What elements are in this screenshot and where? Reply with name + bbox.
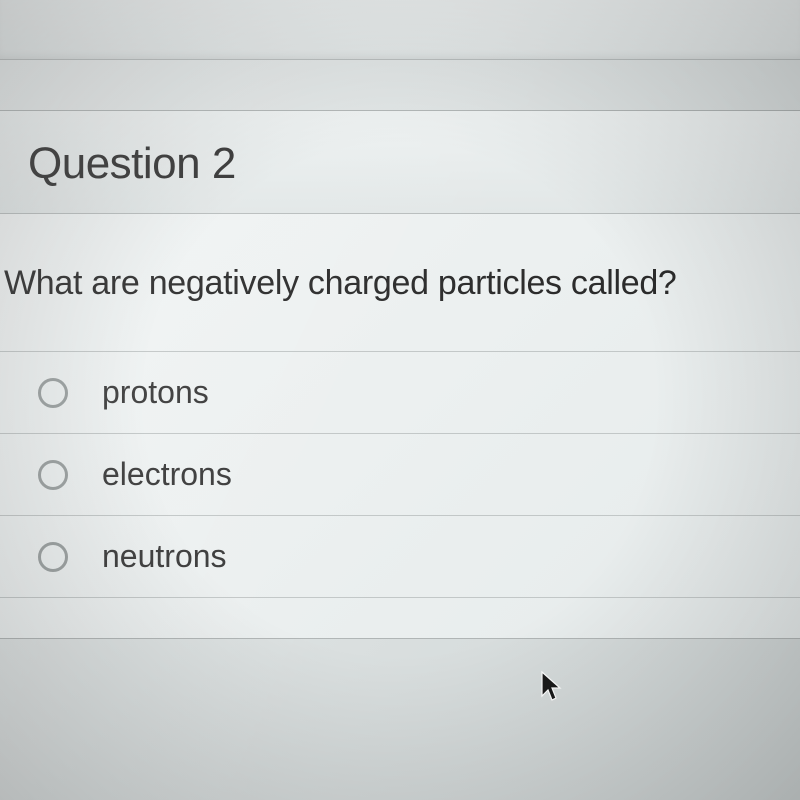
radio-icon[interactable] bbox=[38, 460, 68, 490]
question-header: Question 2 bbox=[0, 111, 800, 214]
option-row-neutrons[interactable]: neutrons bbox=[0, 515, 800, 598]
option-row-electrons[interactable]: electrons bbox=[0, 433, 800, 515]
question-prompt: What are negatively charged particles ca… bbox=[0, 264, 800, 303]
option-label: neutrons bbox=[102, 538, 227, 575]
question-title: Question 2 bbox=[28, 139, 772, 189]
screen: Question 2 What are negatively charged p… bbox=[0, 0, 800, 800]
radio-icon[interactable] bbox=[38, 378, 68, 408]
options-list: protons electrons neutrons bbox=[0, 351, 800, 598]
spacer bbox=[0, 60, 800, 110]
mouse-cursor-icon bbox=[540, 670, 564, 704]
top-toolbar-strip bbox=[0, 0, 800, 60]
radio-icon[interactable] bbox=[38, 542, 68, 572]
question-card: Question 2 What are negatively charged p… bbox=[0, 110, 800, 639]
option-label: protons bbox=[102, 374, 209, 411]
option-row-protons[interactable]: protons bbox=[0, 351, 800, 433]
option-label: electrons bbox=[102, 456, 232, 493]
question-body: What are negatively charged particles ca… bbox=[0, 214, 800, 638]
